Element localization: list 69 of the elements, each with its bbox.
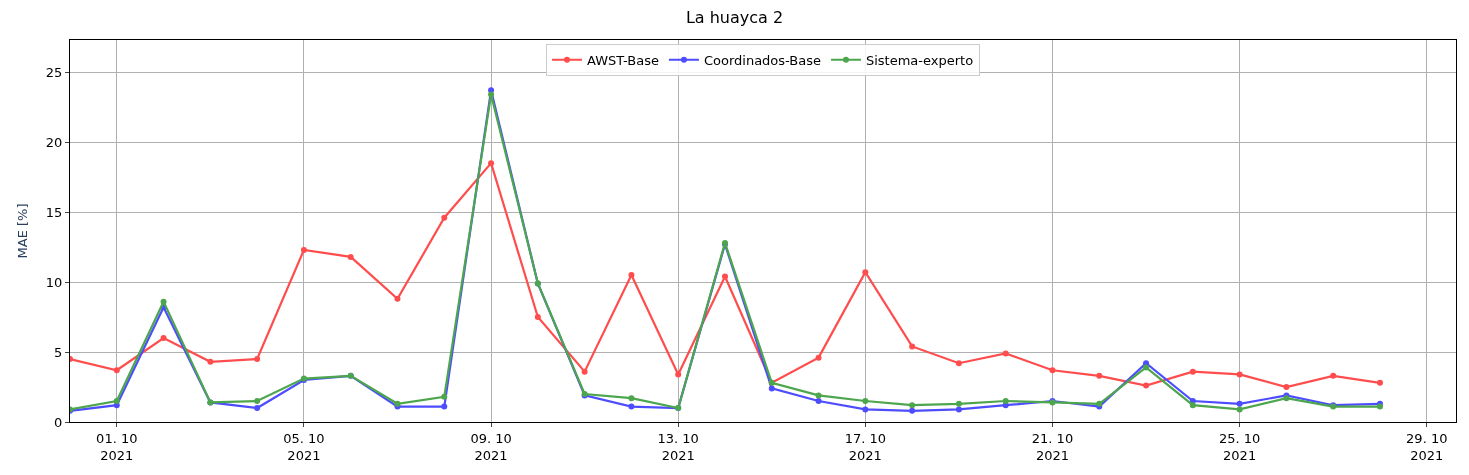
point — [1143, 364, 1150, 371]
point — [1283, 384, 1290, 391]
point — [207, 358, 214, 365]
point — [815, 398, 822, 405]
point — [441, 214, 448, 221]
point — [300, 246, 307, 253]
point — [1236, 400, 1243, 407]
y-tick-label: 5 — [54, 344, 63, 360]
x-tick-label: 25. 10 2021 — [1218, 430, 1261, 463]
point — [1002, 350, 1009, 357]
point — [955, 360, 962, 367]
point — [815, 392, 822, 399]
point — [113, 367, 120, 374]
point — [1096, 372, 1103, 379]
y-tick-label: 10 — [45, 274, 63, 290]
legend-label: Coordinados-Base — [703, 52, 821, 68]
x-tick-label: 05. 10 2021 — [283, 430, 325, 463]
point — [160, 335, 167, 342]
y-axis-title: MAE [%] — [14, 203, 30, 259]
chart-title: La huayca 2 — [685, 8, 784, 28]
point — [254, 398, 261, 405]
x-tick-label: 01. 10 2021 — [96, 430, 138, 463]
point — [1189, 368, 1196, 375]
x-tick-label: 13. 10 2021 — [657, 430, 699, 463]
point — [815, 354, 822, 361]
y-tick-label: 25 — [45, 64, 63, 80]
point — [441, 393, 448, 400]
point — [441, 403, 448, 410]
point — [1330, 372, 1337, 379]
point — [488, 91, 495, 98]
point — [628, 272, 635, 279]
point — [862, 406, 869, 413]
point — [721, 273, 728, 280]
point — [394, 295, 401, 302]
point — [675, 371, 682, 378]
point — [1236, 406, 1243, 413]
point — [254, 356, 261, 363]
legend-label: Sistema-experto — [865, 52, 974, 68]
point — [581, 368, 588, 375]
point — [768, 385, 775, 392]
x-tick-label: 09. 10 2021 — [470, 430, 512, 463]
point — [254, 405, 261, 412]
x-tick-label: 17. 10 2021 — [844, 430, 887, 463]
point — [909, 407, 916, 414]
point — [955, 406, 962, 413]
point — [347, 253, 354, 260]
point — [1189, 402, 1196, 409]
y-tick-label: 0 — [54, 414, 63, 430]
point — [1049, 367, 1056, 374]
point — [1002, 398, 1009, 405]
point — [1236, 371, 1243, 378]
point — [909, 343, 916, 350]
point — [1143, 382, 1150, 389]
point — [909, 402, 916, 409]
y-tick-label: 20 — [45, 134, 63, 150]
legend-label: AWST-Base — [587, 52, 659, 68]
point — [862, 269, 869, 276]
point — [1376, 379, 1383, 386]
point — [628, 395, 635, 402]
point — [113, 398, 120, 405]
point — [534, 314, 541, 321]
x-tick-label: 29. 10 2021 — [1406, 430, 1448, 463]
point — [955, 400, 962, 407]
point — [862, 398, 869, 405]
point — [628, 403, 635, 410]
point — [160, 298, 167, 305]
x-tick-label: 21. 10 2021 — [1031, 430, 1074, 463]
y-tick-label: 15 — [45, 204, 63, 220]
point — [488, 160, 495, 167]
